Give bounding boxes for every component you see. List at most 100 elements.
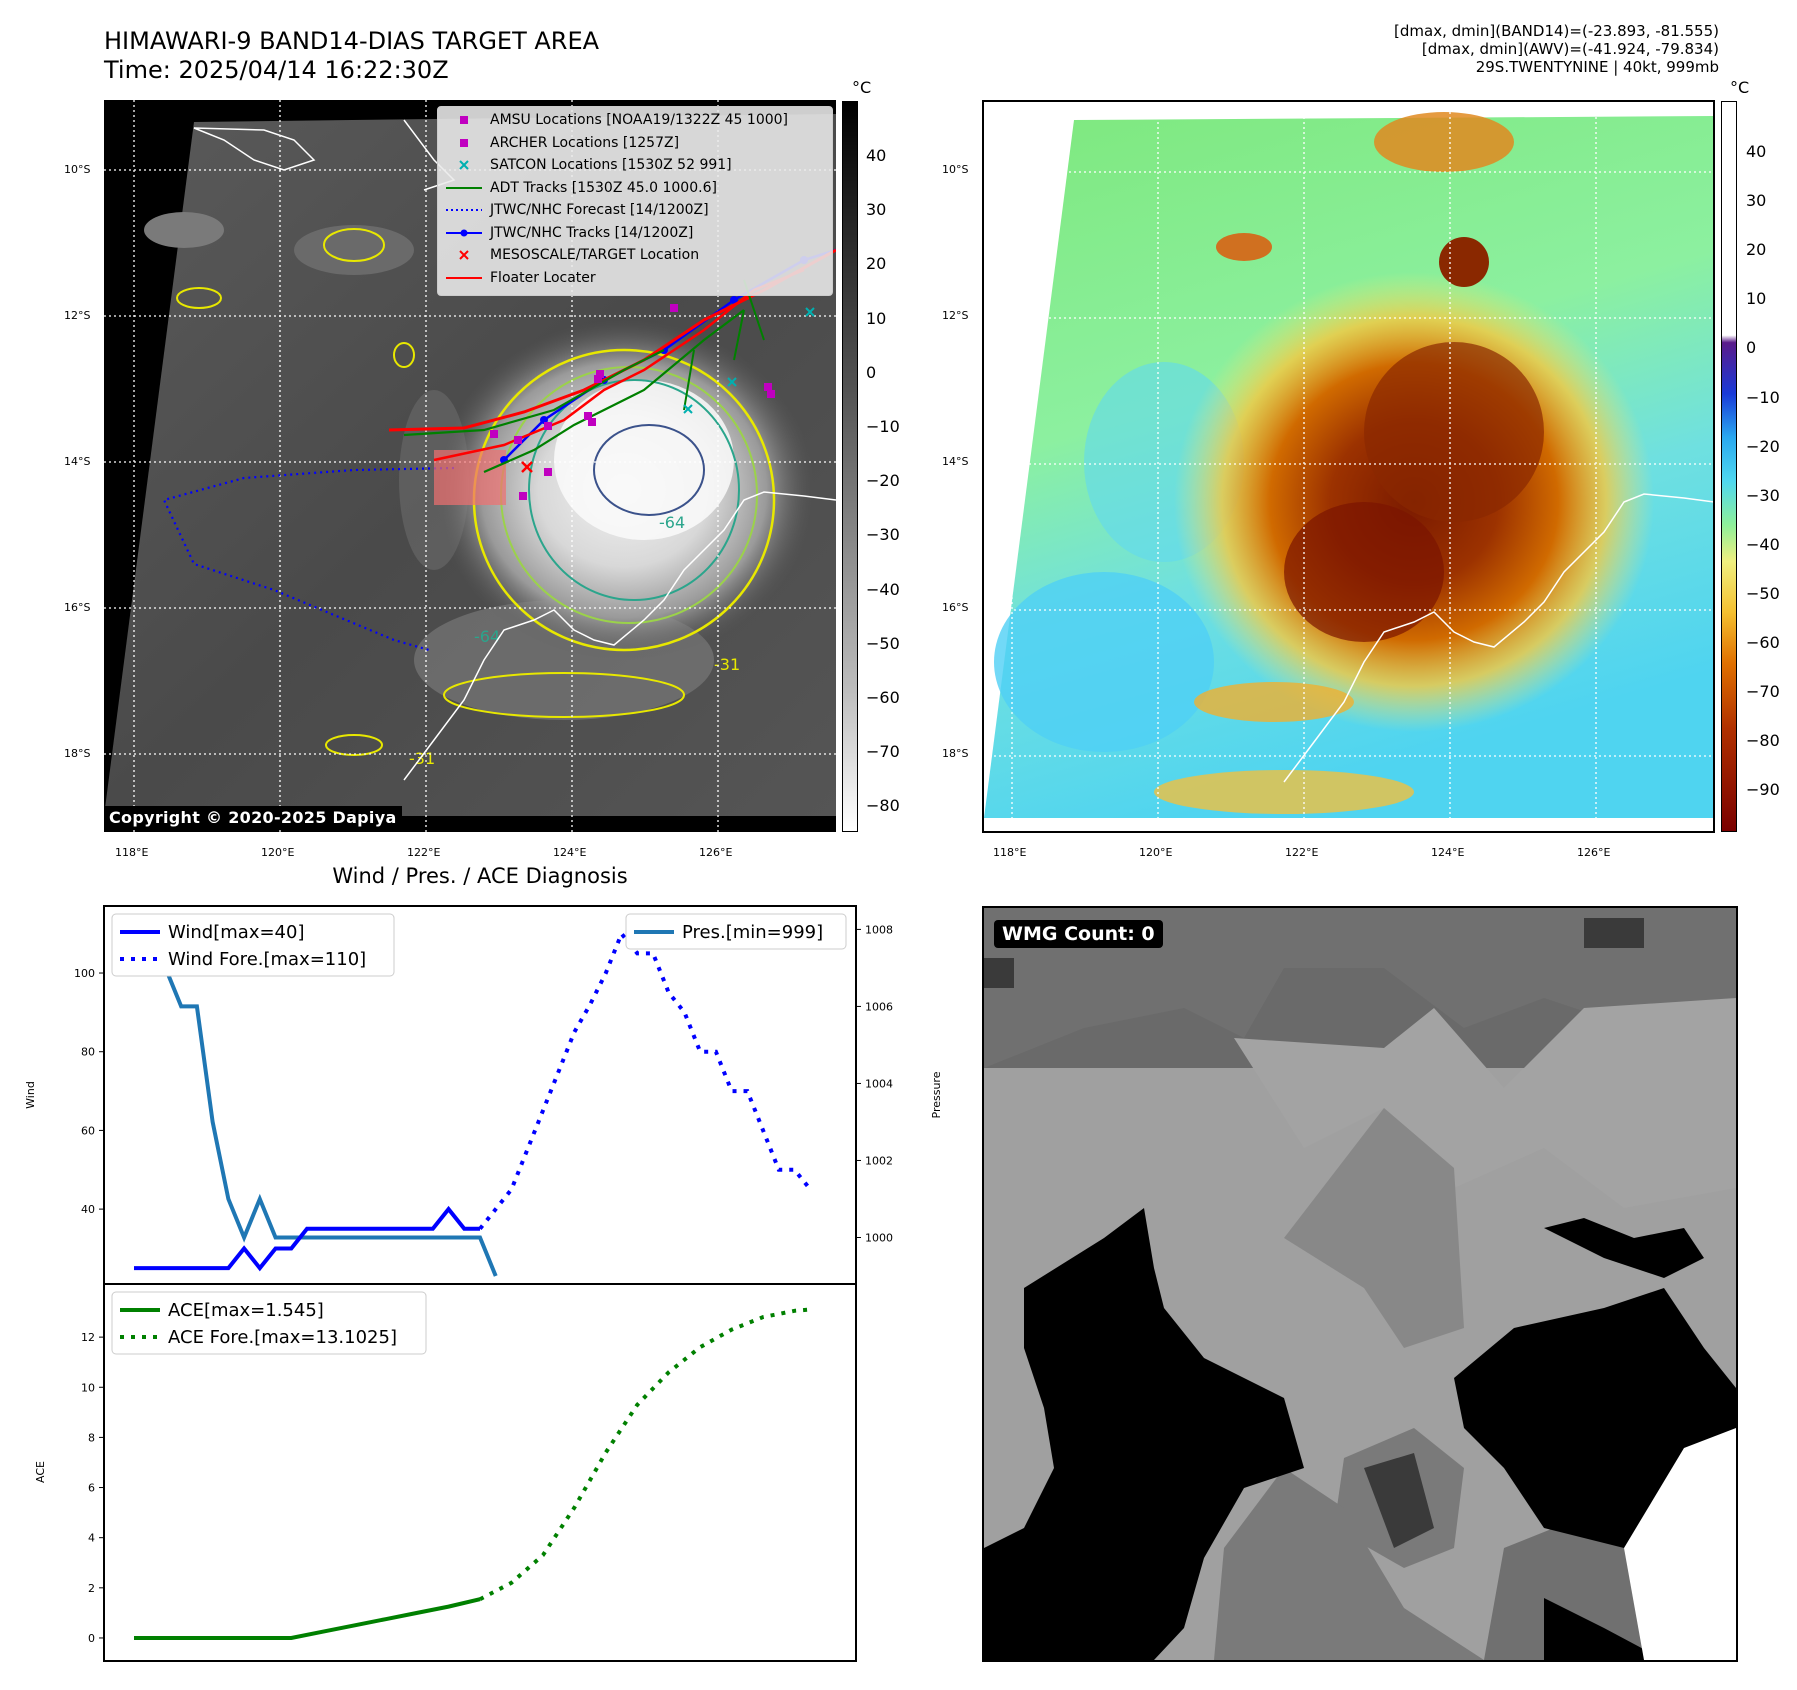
wmg-panel: WMG Count: 0 <box>982 906 1738 1662</box>
ace-ylabel: ACE <box>34 1461 47 1483</box>
target-marker <box>521 461 533 473</box>
colorbar-tick: −40 <box>1746 534 1780 554</box>
legend-item: ADT Tracks [1530Z 45.0 1000.6] <box>446 177 824 200</box>
pres-tick-label: 1002 <box>865 1154 893 1167</box>
legend-label: Pres.[min=999] <box>682 922 823 943</box>
pres-tick-label: 1004 <box>865 1077 893 1090</box>
legend-label: Wind[max=40] <box>168 922 305 943</box>
wind-tick-label: 60 <box>81 1124 95 1137</box>
colorbar-tick: −10 <box>866 417 900 436</box>
wind-ylabel: Wind <box>24 1081 37 1109</box>
wmg-count-badge: WMG Count: 0 <box>994 920 1163 948</box>
ace-line <box>134 1597 481 1640</box>
lon-tick: 122°E <box>1285 846 1319 859</box>
legend-item: Floater Locater <box>446 267 824 290</box>
colorbar-tick: 30 <box>866 200 887 220</box>
ace-tick-label: 2 <box>88 1582 95 1595</box>
legend-label: ARCHER Locations [1257Z] <box>490 134 680 151</box>
chart-title: HIMAWARI-9 BAND14-DIAS TARGET AREA Time:… <box>104 27 599 85</box>
pressure-line <box>132 928 498 1277</box>
colorbar-right <box>1721 101 1737 832</box>
map-legend: AMSU Locations [NOAA19/1322Z 45 1000] ARC… <box>437 106 833 296</box>
contour-label: -31 <box>714 655 740 674</box>
contour-label: -64 <box>659 513 685 532</box>
ace-axes-frame <box>103 1283 857 1662</box>
lon-tick: 126°E <box>699 846 733 859</box>
legend-item: SATCON Locations [1530Z 52 991] <box>446 154 824 177</box>
stats-line-1: [dmax, dmin](BAND14)=(-23.893, -81.555) <box>1394 22 1719 40</box>
legend-label: SATCON Locations [1530Z 52 991] <box>490 157 732 174</box>
ace-tick-label: 4 <box>88 1532 95 1545</box>
colorbar-tick: −30 <box>1746 485 1780 505</box>
ace-tick-label: 6 <box>88 1482 95 1495</box>
legend-symbol-icon <box>446 226 482 240</box>
title-line-2: Time: 2025/04/14 16:22:30Z <box>104 56 449 84</box>
colorbar-tick: 10 <box>866 308 887 328</box>
colorbar-tick: −60 <box>866 688 900 707</box>
colorbar-tick: 0 <box>866 362 877 382</box>
lat-tick: 18°S <box>64 747 91 760</box>
colorbar-tick: −50 <box>1746 583 1780 603</box>
warmest-region <box>1624 1428 1736 1660</box>
legend-symbol-icon <box>446 271 482 285</box>
colorbar-tick: −30 <box>866 525 900 545</box>
colorbar-tick: −70 <box>866 742 900 762</box>
archer-amsu-points <box>490 304 775 500</box>
legend-item: JTWC/NHC Tracks [14/1200Z] <box>446 222 824 245</box>
lat-tick: 16°S <box>942 601 969 614</box>
lat-tick: 14°S <box>942 455 969 468</box>
target-box <box>434 450 506 505</box>
awv-map <box>984 102 1713 831</box>
awv-map-panel <box>982 100 1715 833</box>
cold-cloud-region <box>984 1208 1304 1660</box>
chart-legend-box <box>111 1291 427 1355</box>
diagnosis-title: Wind / Pres. / ACE Diagnosis <box>332 864 628 888</box>
chart-legend-box <box>111 913 395 977</box>
colorbar-tick: 40 <box>1746 142 1767 161</box>
colorbar-tick: 20 <box>866 254 887 274</box>
colorbar-tick: −90 <box>1746 780 1780 800</box>
colorbar-tick: −20 <box>866 471 900 491</box>
lon-tick: 124°E <box>553 846 587 859</box>
legend-label: MESOSCALE/TARGET Location <box>490 247 700 264</box>
colorbar-tick: −10 <box>1746 387 1780 407</box>
diagnosis-chart: 40 60 80 100 1000 1002 1004 1006 1008 0 2 4 6 8 10 12 Wi… <box>24 905 943 1662</box>
legend-label: ACE[max=1.545] <box>168 1300 324 1321</box>
ace-tick-label: 8 <box>88 1431 95 1444</box>
ace-tick-label: 12 <box>81 1331 95 1344</box>
chart-legend-box <box>625 913 847 950</box>
stats-line-2: [dmax, dmin](AWV)=(-41.924, -79.834) <box>1421 40 1719 58</box>
legend-symbol-icon <box>446 203 482 217</box>
lon-tick: 126°E <box>1577 846 1611 859</box>
wind-tick-label: 40 <box>81 1203 95 1216</box>
legend-label: JTWC/NHC Tracks [14/1200Z] <box>490 224 694 241</box>
pres-tick-label: 1006 <box>865 1000 893 1013</box>
legend-label: Floater Locater <box>490 269 596 286</box>
lon-tick: 122°E <box>407 846 441 859</box>
legend-symbol-icon <box>446 113 482 127</box>
colorbar-tick: −60 <box>1746 633 1780 652</box>
lon-tick: 120°E <box>261 846 295 859</box>
legend-item: MESOSCALE/TARGET Location <box>446 244 824 267</box>
band14-map-panel: -31 -31 -64 -64 <box>104 100 836 832</box>
lat-tick: 10°S <box>64 163 91 176</box>
colorbar-tick: −80 <box>866 796 900 816</box>
coastline <box>403 491 836 781</box>
wind-tick-label: 100 <box>74 967 95 980</box>
pres-ylabel: Pressure <box>930 1071 943 1118</box>
wmg-image <box>984 908 1736 1660</box>
legend-label: ACE Fore.[max=13.1025] <box>168 1327 397 1348</box>
pres-tick-label: 1000 <box>865 1231 893 1244</box>
legend-symbol-icon <box>446 158 482 172</box>
contour-minus64 <box>528 379 740 601</box>
lat-tick: 12°S <box>942 309 969 322</box>
awv-grid <box>984 102 1713 831</box>
colorbar-tick: 10 <box>1746 289 1767 309</box>
lat-tick: 10°S <box>942 163 969 176</box>
legend-label: ADT Tracks [1530Z 45.0 1000.6] <box>490 179 717 196</box>
pres-tick-label: 1008 <box>865 923 893 936</box>
colorbar-tick: −40 <box>866 579 900 599</box>
colorbar-right-unit: °C <box>1730 78 1750 97</box>
colorbar-left <box>842 101 858 832</box>
lon-tick: 118°E <box>993 846 1027 859</box>
